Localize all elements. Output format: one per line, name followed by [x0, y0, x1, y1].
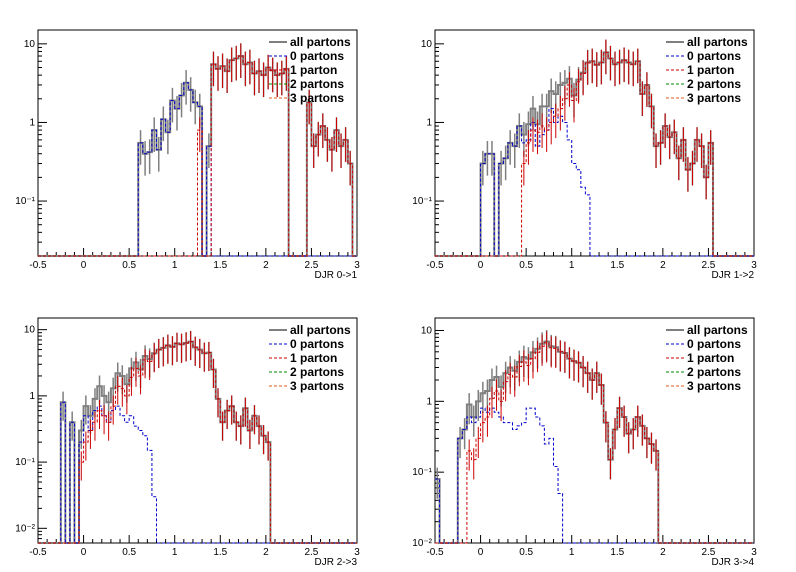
x-tick-label: 3 — [751, 547, 757, 558]
x-axis-label: DJR 0->1 — [314, 270, 357, 281]
legend-entry: 1 parton — [290, 63, 337, 77]
series-p1-line — [38, 55, 357, 257]
legend-entry: 1 parton — [687, 63, 734, 77]
legend-entry: 0 partons — [687, 337, 741, 351]
legend-entry: 2 partons — [290, 365, 344, 379]
y-tick-label: 10 — [24, 39, 36, 50]
x-tick-label: 1.5 — [213, 547, 227, 558]
legend-entry: 3 partons — [290, 91, 344, 105]
x-axis-label: DJR 2->3 — [314, 557, 357, 568]
legend-entry: 0 partons — [290, 337, 344, 351]
legend-entry: 1 parton — [290, 351, 337, 365]
x-tick-label: -0.5 — [426, 547, 444, 558]
y-tick-label: 10 — [24, 325, 36, 336]
legend-entry: 2 partons — [290, 77, 344, 91]
legend-entry: 0 partons — [687, 49, 741, 63]
x-tick-label: 3 — [751, 260, 757, 271]
y-tick-label: 10⁻¹ — [15, 196, 35, 207]
legend-entry: all partons — [687, 323, 748, 337]
x-tick-label: 1.5 — [213, 260, 227, 271]
plot-frame — [37, 29, 358, 257]
x-tick-label: 3 — [354, 547, 360, 558]
legend-entry: 2 partons — [687, 365, 741, 379]
x-tick-label: 0 — [81, 547, 87, 558]
y-tick-label: 1 — [426, 396, 432, 407]
legend-entry: all partons — [687, 35, 748, 49]
x-tick-label: 0 — [478, 547, 484, 558]
y-tick-label: 10⁻² — [412, 538, 432, 549]
x-axis-label: DJR 1->2 — [711, 270, 754, 281]
x-tick-label: 0 — [81, 260, 87, 271]
y-tick-label: 1 — [29, 117, 35, 128]
x-axis-label: DJR 3->4 — [711, 557, 754, 568]
legend-entry: 1 parton — [687, 351, 734, 365]
legend-entry: 3 partons — [687, 91, 741, 105]
x-tick-label: 1 — [569, 260, 575, 271]
y-tick-label: 10 — [421, 39, 433, 50]
y-tick-label: 1 — [426, 117, 432, 128]
x-tick-label: 1 — [569, 547, 575, 558]
y-tick-label: 10⁻¹ — [15, 457, 35, 468]
y-tick-label: 10 — [421, 325, 433, 336]
x-tick-label: 2.5 — [701, 260, 715, 271]
legend-entry: 0 partons — [290, 49, 344, 63]
plot-frame — [434, 29, 755, 257]
x-tick-label: 0.5 — [519, 260, 533, 271]
x-tick-label: 2 — [660, 547, 666, 558]
y-tick-label: 1 — [29, 391, 35, 402]
series-p0-line — [435, 108, 754, 257]
series-p0-line — [435, 407, 754, 544]
x-tick-label: 2.5 — [304, 547, 318, 558]
x-tick-label: -0.5 — [29, 547, 47, 558]
x-tick-label: 3 — [354, 260, 360, 271]
x-tick-label: 1.5 — [610, 260, 624, 271]
x-tick-label: 2.5 — [304, 260, 318, 271]
x-tick-label: 2 — [263, 547, 269, 558]
y-tick-label: 10⁻¹ — [412, 196, 432, 207]
x-tick-label: 0 — [478, 260, 484, 271]
x-tick-label: 1.5 — [610, 547, 624, 558]
y-tick-label: 10⁻² — [15, 523, 35, 534]
x-tick-label: 1 — [172, 547, 178, 558]
x-tick-label: -0.5 — [426, 260, 444, 271]
x-tick-label: 0.5 — [122, 547, 136, 558]
legend-entry: 2 partons — [687, 77, 741, 91]
x-tick-label: 1 — [172, 260, 178, 271]
x-tick-label: 2.5 — [701, 547, 715, 558]
series-p1-line — [435, 342, 754, 544]
y-tick-label: 10⁻¹ — [412, 467, 432, 478]
x-tick-label: 0.5 — [519, 547, 533, 558]
legend-entry: all partons — [290, 323, 351, 337]
legend-entry: 3 partons — [687, 379, 741, 393]
series-p1-line — [38, 341, 357, 544]
legend-entry: 3 partons — [290, 379, 344, 393]
x-tick-label: 0.5 — [122, 260, 136, 271]
x-tick-label: 2 — [660, 260, 666, 271]
x-tick-label: -0.5 — [29, 260, 47, 271]
x-tick-label: 2 — [263, 260, 269, 271]
legend-entry: all partons — [290, 35, 351, 49]
